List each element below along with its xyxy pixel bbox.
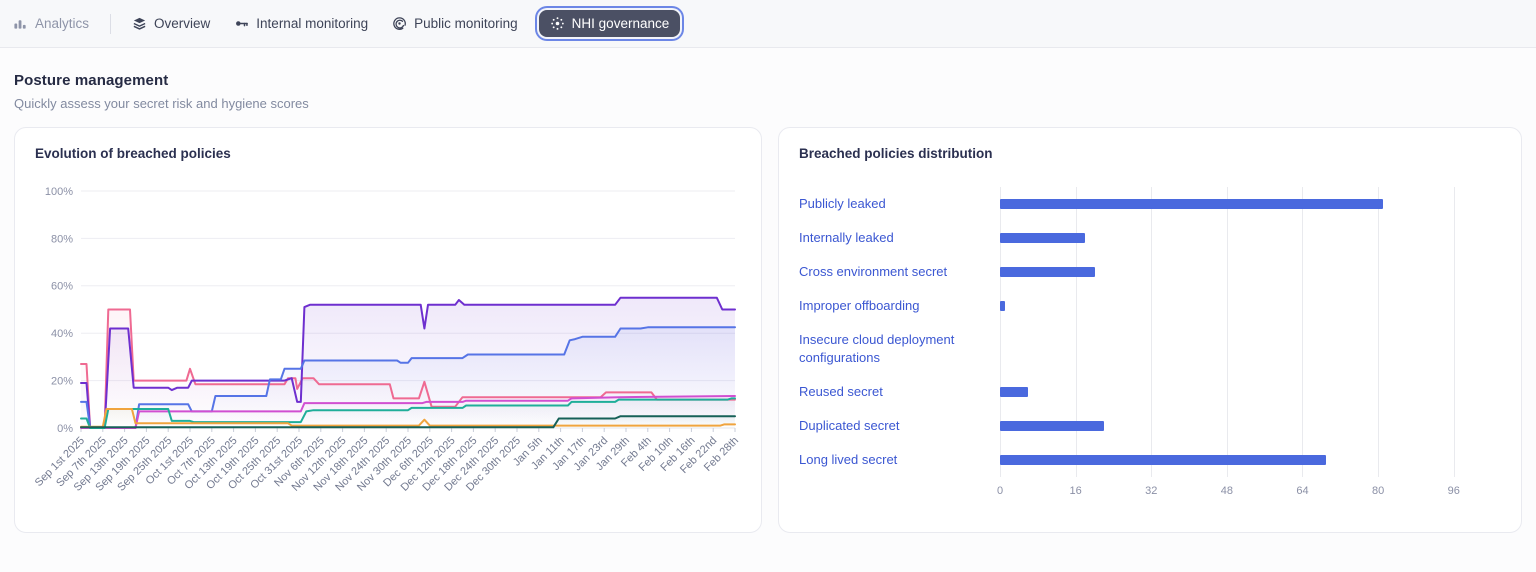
evolution-chart-title: Evolution of breached policies [35, 146, 741, 161]
bar-chart-icon [13, 16, 28, 31]
nav-item-label: Internal monitoring [256, 16, 368, 31]
x-axis-tick-label: 32 [1145, 485, 1157, 497]
gridline [1378, 187, 1379, 477]
nav-item-nhi-governance[interactable]: NHI governance [539, 10, 681, 37]
nav-item-label: NHI governance [572, 16, 670, 31]
category-label[interactable]: Publicly leaked [799, 195, 900, 213]
y-axis-tick-label: 60% [51, 281, 73, 293]
gridline [1227, 187, 1228, 477]
category-label[interactable]: Improper offboarding [799, 297, 933, 315]
gridline [1454, 187, 1455, 477]
evolution-chart: 0%20%40%60%80%100%Sep 1st 2025Sep 7th 20… [35, 171, 743, 513]
gridline [1076, 187, 1077, 477]
nav-item-public-monitoring[interactable]: Public monitoring [381, 10, 529, 37]
bar-cross-environment-secret [1000, 267, 1095, 277]
bar-reused-secret [1000, 387, 1028, 397]
distribution-chart: Publicly leaked Internally leaked Cross en… [799, 187, 1501, 501]
layers-icon [132, 16, 147, 31]
distribution-chart-title: Breached policies distribution [799, 146, 1501, 161]
page-subtitle: Quickly assess your secret risk and hygi… [14, 96, 1522, 111]
bar-duplicated-secret [1000, 421, 1104, 431]
key-icon [234, 16, 249, 31]
x-axis-tick-label: 0 [997, 485, 1003, 497]
category-label[interactable]: Duplicated secret [799, 417, 913, 435]
nav-item-label: Overview [154, 16, 210, 31]
category-label[interactable]: Reused secret [799, 383, 897, 401]
nav-item-label: Analytics [35, 16, 89, 31]
governance-icon [550, 16, 565, 31]
page-title: Posture management [14, 72, 1522, 89]
distribution-card: Breached policies distribution Publicly … [778, 127, 1522, 533]
category-label[interactable]: Cross environment secret [799, 263, 961, 281]
top-nav: Analytics Overview Internal monitoring P… [0, 0, 1536, 48]
y-axis-tick-label: 100% [45, 186, 73, 198]
nav-divider [110, 14, 111, 34]
y-axis-tick-label: 80% [51, 233, 73, 245]
evolution-card: Evolution of breached policies 0% 20% 40% 6… [14, 127, 762, 533]
ripple-icon [392, 16, 407, 31]
y-axis-tick-label: 20% [51, 375, 73, 387]
gridline [1000, 187, 1001, 477]
posture-management-section: Posture management Quickly assess your s… [0, 48, 1536, 533]
bar-internally-leaked [1000, 233, 1085, 243]
bar-improper-offboarding [1000, 301, 1005, 311]
category-label[interactable]: Long lived secret [799, 451, 911, 469]
bar-long-lived-secret [1000, 455, 1326, 465]
nav-item-overview[interactable]: Overview [121, 10, 221, 37]
x-axis-tick-label: 96 [1448, 485, 1460, 497]
x-axis-tick-label: 80 [1372, 485, 1384, 497]
category-label[interactable]: Insecure cloud deployment configurations [799, 331, 1000, 367]
category-label[interactable]: Internally leaked [799, 229, 908, 247]
gridline [1302, 187, 1303, 477]
y-axis-tick-label: 40% [51, 328, 73, 340]
gridline [1151, 187, 1152, 477]
x-axis-tick-label: 16 [1069, 485, 1081, 497]
x-axis-tick-label: 64 [1296, 485, 1308, 497]
x-axis-tick-label: 48 [1221, 485, 1233, 497]
y-axis-tick-label: 0% [57, 423, 73, 435]
nav-item-label: Public monitoring [414, 16, 518, 31]
bar-publicly-leaked [1000, 199, 1383, 209]
nav-item-analytics[interactable]: Analytics [2, 10, 100, 37]
nav-item-internal-monitoring[interactable]: Internal monitoring [223, 10, 379, 37]
